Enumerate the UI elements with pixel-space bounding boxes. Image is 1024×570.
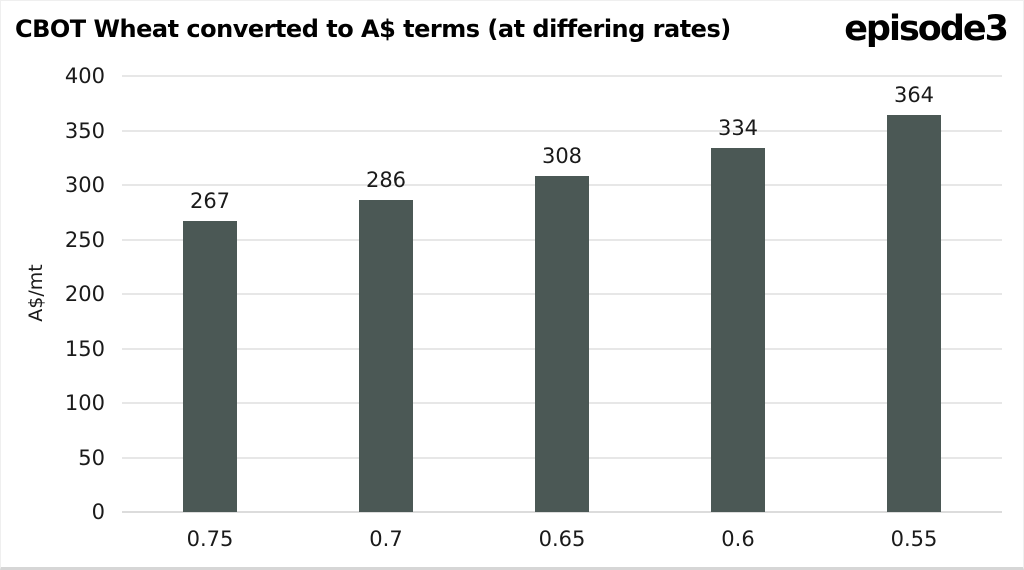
bar-0.6 <box>711 147 765 512</box>
y-tick-label: 300 <box>64 173 105 197</box>
y-tick-label: 0 <box>91 500 105 524</box>
x-tick-label: 0.75 <box>186 527 234 551</box>
y-tick-label: 350 <box>64 118 105 143</box>
y-tick-label: 200 <box>64 282 105 306</box>
y-tick-label: 100 <box>64 391 105 415</box>
bar-0.7 <box>359 200 413 512</box>
gridline <box>122 75 1002 77</box>
brand-logo: episode3 <box>844 9 1009 49</box>
y-tick-label: 50 <box>78 445 105 470</box>
x-tick-label: 0.55 <box>890 527 938 551</box>
x-tick-label: 0.7 <box>369 527 403 551</box>
bar-0.75 <box>183 220 237 512</box>
bar-value-label: 308 <box>541 144 583 169</box>
gridline <box>122 129 1002 132</box>
x-tick-label: 0.65 <box>538 527 586 551</box>
x-tick-label: 0.6 <box>721 527 755 551</box>
y-tick-label: 250 <box>64 227 105 252</box>
y-tick-label: 400 <box>64 64 105 88</box>
bar-0.65 <box>535 176 589 512</box>
x-axis-line <box>122 511 1002 513</box>
bar-value-label: 364 <box>893 83 935 108</box>
bar-value-label: 286 <box>365 168 407 193</box>
y-tick-label: 150 <box>64 336 105 361</box>
bar-value-label: 267 <box>189 188 231 213</box>
bar-value-label: 334 <box>717 115 759 140</box>
page-title: CBOT Wheat converted to A$ terms (at dif… <box>15 15 731 43</box>
bar-0.55 <box>887 115 941 512</box>
